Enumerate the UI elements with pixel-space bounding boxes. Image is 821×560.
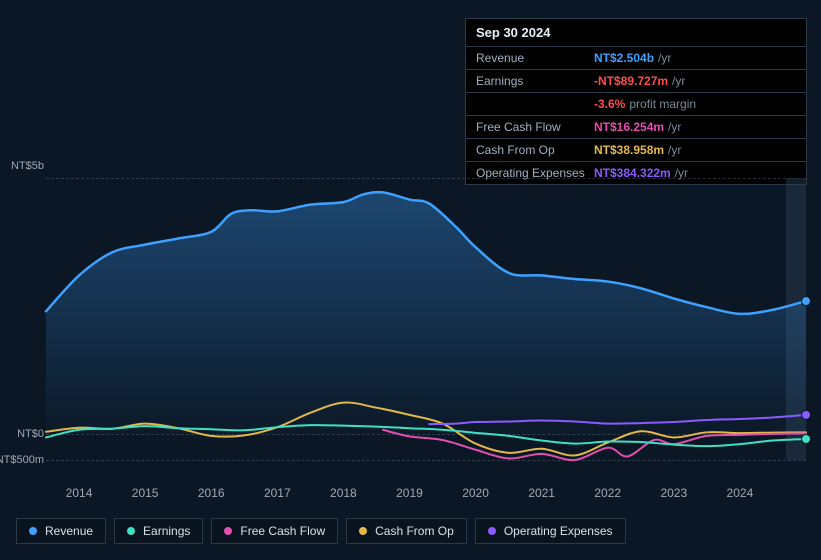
legend-label: Free Cash Flow [240, 524, 325, 538]
legend-label: Operating Expenses [504, 524, 613, 538]
revenue-end-marker [802, 297, 811, 306]
tooltip-row-value: NT$2.504b [594, 51, 654, 65]
tooltip-row-value: NT$38.958m [594, 143, 664, 157]
earnings-end-marker [802, 434, 811, 443]
tooltip-row: -3.6% profit margin [466, 92, 806, 115]
x-axis-label: 2023 [660, 486, 687, 500]
tooltip-row-value: -NT$89.727m [594, 74, 668, 88]
tooltip-row-value: -3.6% [594, 97, 625, 111]
tooltip-row: Free Cash FlowNT$16.254m/yr [466, 115, 806, 138]
x-axis-label: 2018 [330, 486, 357, 500]
tooltip-row-label: Cash From Op [476, 143, 594, 157]
x-axis-label: 2021 [528, 486, 555, 500]
legend-item-earnings[interactable]: Earnings [114, 518, 203, 544]
x-axis-label: 2017 [264, 486, 291, 500]
x-axis-label: 2015 [132, 486, 159, 500]
x-axis-labels: 2014 2015 2016 2017 2018 2019 2020 2021 2022 2023… [46, 486, 806, 504]
tooltip-row-label: Revenue [476, 51, 594, 65]
tooltip-row: Cash From OpNT$38.958m/yr [466, 138, 806, 161]
legend-swatch [29, 527, 37, 535]
tooltip-row-label: Free Cash Flow [476, 120, 594, 134]
chart-lines [46, 178, 806, 460]
x-axis-label: 2022 [594, 486, 621, 500]
x-axis-label: 2020 [462, 486, 489, 500]
tooltip-row-unit: /yr [668, 120, 681, 134]
legend-label: Revenue [45, 524, 93, 538]
tooltip-row: RevenueNT$2.504b/yr [466, 46, 806, 69]
tooltip-row-unit: profit margin [629, 97, 696, 111]
opex-end-marker [802, 410, 811, 419]
legend-item-operating-expenses[interactable]: Operating Expenses [475, 518, 626, 544]
legend-swatch [127, 527, 135, 535]
y-axis-label-zero: NT$0 [0, 428, 44, 440]
x-axis-label: 2019 [396, 486, 423, 500]
x-axis-label: 2014 [66, 486, 93, 500]
legend-swatch [488, 527, 496, 535]
legend-item-free-cash-flow[interactable]: Free Cash Flow [211, 518, 338, 544]
legend-label: Cash From Op [375, 524, 454, 538]
y-axis-label-neg: -NT$500m [0, 454, 44, 466]
legend-label: Earnings [143, 524, 190, 538]
revenue-area [46, 192, 806, 434]
legend-item-cash-from-op[interactable]: Cash From Op [346, 518, 467, 544]
tooltip-row-unit: /yr [658, 51, 671, 65]
tooltip-row-value: NT$16.254m [594, 120, 664, 134]
legend-swatch [224, 527, 232, 535]
chart-legend: Revenue Earnings Free Cash Flow Cash From O… [16, 518, 626, 544]
financials-chart: NT$5b NT$0 -NT$500m 20142015201620172018… [16, 160, 806, 500]
tooltip-row-unit: /yr [668, 143, 681, 157]
tooltip-row-unit: /yr [672, 74, 685, 88]
tooltip-date: Sep 30 2024 [466, 19, 806, 46]
legend-item-revenue[interactable]: Revenue [16, 518, 106, 544]
neg-gridline [46, 460, 806, 461]
x-axis-label: 2016 [198, 486, 225, 500]
x-axis-label: 2024 [727, 486, 754, 500]
tooltip-row-label [476, 97, 594, 111]
y-axis-label-max: NT$5b [0, 160, 44, 172]
tooltip-row: Earnings-NT$89.727m/yr [466, 69, 806, 92]
legend-swatch [359, 527, 367, 535]
tooltip-row-label: Earnings [476, 74, 594, 88]
